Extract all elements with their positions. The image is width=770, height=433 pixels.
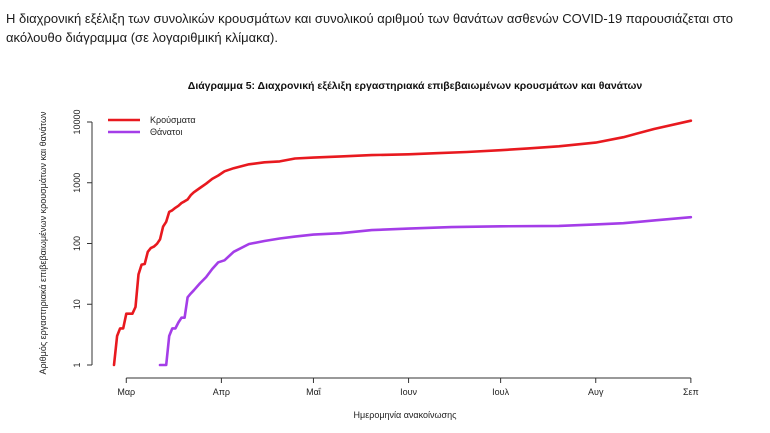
y-axis-title: Αριθμός εργαστηριακά επιβεβαιωμένων κρου… [38, 111, 48, 374]
series-lines [112, 119, 693, 367]
x-tick-label: Μαΐ [306, 387, 322, 397]
y-tick-label: 100 [72, 236, 82, 251]
x-axis-title: Ημερομηνία ανακοίνωσης [354, 410, 458, 420]
cases-series-line [112, 119, 693, 367]
intro-paragraph: Η διαχρονική εξέλιξη των συνολικών κρουσ… [6, 11, 733, 45]
chart-title: Διάγραμμα 5: Διαχρονική εξέλιξη εργαστηρ… [187, 80, 643, 92]
y-tick-label: 1 [72, 362, 82, 367]
y-tick-label: 1000 [72, 173, 82, 193]
legend-label: Κρούσματα [150, 115, 196, 125]
legend-label: Θάνατοι [150, 127, 182, 137]
axes: 1 10 100 1000 10000 Μαρ Απρ Μαΐ Ιουν Ιουλ Αυγ Σεπ [72, 109, 699, 397]
x-tick-label: Ιουλ [492, 387, 509, 397]
x-tick-label: Ιουν [400, 387, 417, 397]
x-tick-label: Αυγ [588, 387, 604, 397]
y-tick-label: 10 [72, 299, 82, 309]
x-tick-label: Απρ [213, 387, 230, 397]
x-tick-label: Μαρ [117, 387, 135, 397]
y-tick-label: 10000 [72, 109, 82, 134]
deaths-series-line [158, 215, 693, 367]
x-tick-label: Σεπ [683, 387, 699, 397]
legend: Κρούσματα Θάνατοι [108, 115, 196, 137]
